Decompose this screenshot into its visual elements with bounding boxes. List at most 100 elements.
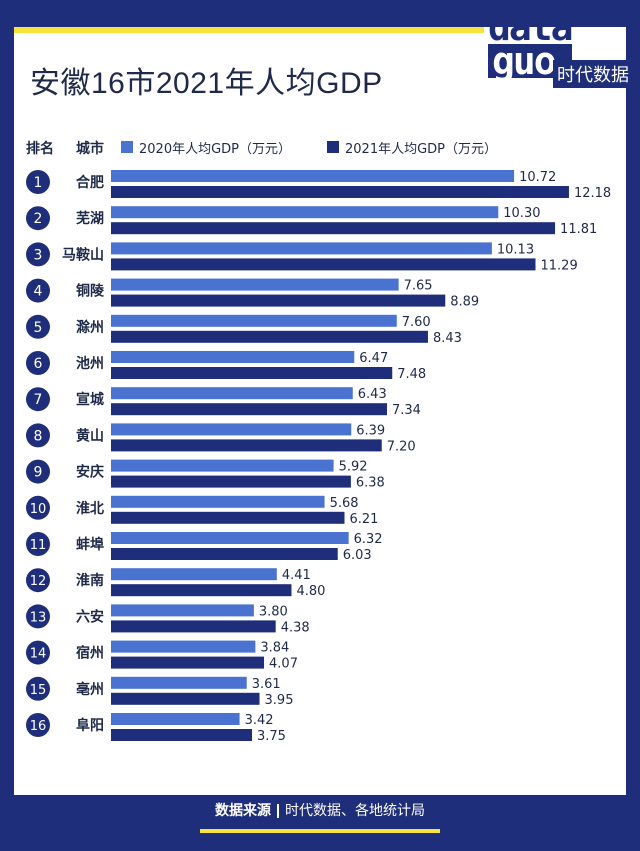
bar-2020 xyxy=(111,423,352,436)
legend-swatch-2021 xyxy=(327,141,339,153)
rank-number: 13 xyxy=(30,610,47,625)
rank-header: 排名 xyxy=(26,141,54,157)
value-label: 7.48 xyxy=(397,367,426,382)
bar-2020 xyxy=(111,676,247,689)
city-label: 淮北 xyxy=(76,500,104,517)
rank-number: 12 xyxy=(30,574,47,589)
bar-2020 xyxy=(111,604,254,617)
city-label: 六安 xyxy=(76,608,104,625)
bar-2021 xyxy=(111,294,446,307)
bar-2020 xyxy=(111,459,334,472)
value-label: 3.42 xyxy=(245,713,274,728)
bar-2021 xyxy=(111,403,387,416)
rank-number: 6 xyxy=(34,356,43,372)
rank-badge xyxy=(26,170,50,194)
bar-2020 xyxy=(111,206,499,219)
bar-chart: 1 合肥 10.72 12.18 2 芜湖 10.30 11.81 3 马鞍山 10.13 11.29… xyxy=(26,170,611,744)
rank-badge xyxy=(26,387,50,412)
value-label: 3.75 xyxy=(257,729,286,744)
rank-badge xyxy=(26,423,50,448)
rank-number: 10 xyxy=(30,502,47,517)
bar-2021 xyxy=(111,330,428,343)
footer-accent-bar xyxy=(200,829,440,833)
bar-2021 xyxy=(111,475,351,488)
value-label: 7.20 xyxy=(387,439,416,454)
bar-2020 xyxy=(111,351,355,363)
bar-2021 xyxy=(111,692,260,705)
rank-badge xyxy=(26,676,50,701)
value-label: 7.34 xyxy=(392,403,421,418)
value-label: 4.41 xyxy=(282,568,311,583)
rank-number: 5 xyxy=(34,320,43,336)
bar-2020 xyxy=(111,242,492,255)
value-label: 7.65 xyxy=(404,279,433,294)
rank-number: 4 xyxy=(34,284,43,300)
bar-2021 xyxy=(111,186,569,198)
bar-2020 xyxy=(111,495,325,508)
rank-badge xyxy=(26,278,50,303)
value-label: 6.38 xyxy=(356,476,385,491)
city-label: 亳州 xyxy=(76,681,104,698)
rank-number: 14 xyxy=(30,647,47,662)
value-label: 6.43 xyxy=(358,387,387,402)
bar-2020 xyxy=(111,640,256,653)
bar-2021 xyxy=(111,258,536,271)
value-label: 3.95 xyxy=(265,693,294,708)
value-label: 11.81 xyxy=(560,222,597,237)
city-label: 宿州 xyxy=(76,645,104,662)
bar-2020 xyxy=(111,314,397,327)
accent-bar xyxy=(14,27,484,33)
city-label: 滁州 xyxy=(76,319,104,336)
bar-2021 xyxy=(111,222,556,235)
value-label: 12.18 xyxy=(574,186,611,201)
rank-badge xyxy=(26,206,50,231)
value-label: 4.80 xyxy=(296,584,325,599)
city-label: 淮南 xyxy=(76,572,104,589)
bar-2021 xyxy=(111,439,382,452)
page-title: 安徽16市2021年人均GDP xyxy=(30,67,383,100)
city-label: 铜陵 xyxy=(76,283,105,300)
city-label: 黄山 xyxy=(76,427,104,444)
bar-2021 xyxy=(111,620,276,633)
bar-2021 xyxy=(111,729,252,741)
value-label: 8.43 xyxy=(433,331,462,346)
rank-number: 16 xyxy=(30,719,47,734)
rank-badge xyxy=(26,495,50,520)
city-label: 马鞍山 xyxy=(62,246,104,263)
value-label: 3.80 xyxy=(259,604,288,619)
value-label: 6.21 xyxy=(349,512,378,527)
value-label: 5.68 xyxy=(330,496,359,511)
rank-badge xyxy=(26,640,50,665)
value-label: 6.47 xyxy=(359,351,388,366)
rank-number: 8 xyxy=(34,428,43,444)
value-label: 8.89 xyxy=(450,295,479,310)
city-label: 安庆 xyxy=(76,464,104,481)
rank-badge xyxy=(26,532,50,556)
value-label: 6.03 xyxy=(343,548,372,563)
value-label: 10.13 xyxy=(497,242,534,257)
logo-subtitle: 时代数据 xyxy=(553,60,633,88)
rank-number: 7 xyxy=(34,392,43,408)
bar-2020 xyxy=(111,713,240,725)
rank-number: 11 xyxy=(30,538,47,553)
legend-label-2020: 2020年人均GDP（万元） xyxy=(139,142,292,157)
value-label: 4.07 xyxy=(269,657,298,672)
city-label: 芜湖 xyxy=(76,210,104,227)
city-label: 蚌埠 xyxy=(76,536,104,553)
logo-word-bottom: guo xyxy=(488,42,572,80)
value-label: 6.32 xyxy=(354,532,383,547)
rank-number: 1 xyxy=(34,175,43,191)
logo-word-top: data xyxy=(488,5,574,49)
rank-number: 15 xyxy=(30,683,47,698)
value-label: 3.61 xyxy=(252,677,281,692)
value-label: 7.60 xyxy=(402,315,431,330)
rank-badge xyxy=(26,459,50,484)
legend-swatch-2020 xyxy=(121,141,133,153)
bar-2020 xyxy=(111,170,515,182)
rank-number: 3 xyxy=(34,247,43,263)
value-label: 10.72 xyxy=(519,170,556,185)
value-label: 3.84 xyxy=(260,641,289,656)
value-label: 11.29 xyxy=(541,258,578,273)
rank-badge xyxy=(26,314,50,339)
value-label: 6.39 xyxy=(356,423,385,438)
